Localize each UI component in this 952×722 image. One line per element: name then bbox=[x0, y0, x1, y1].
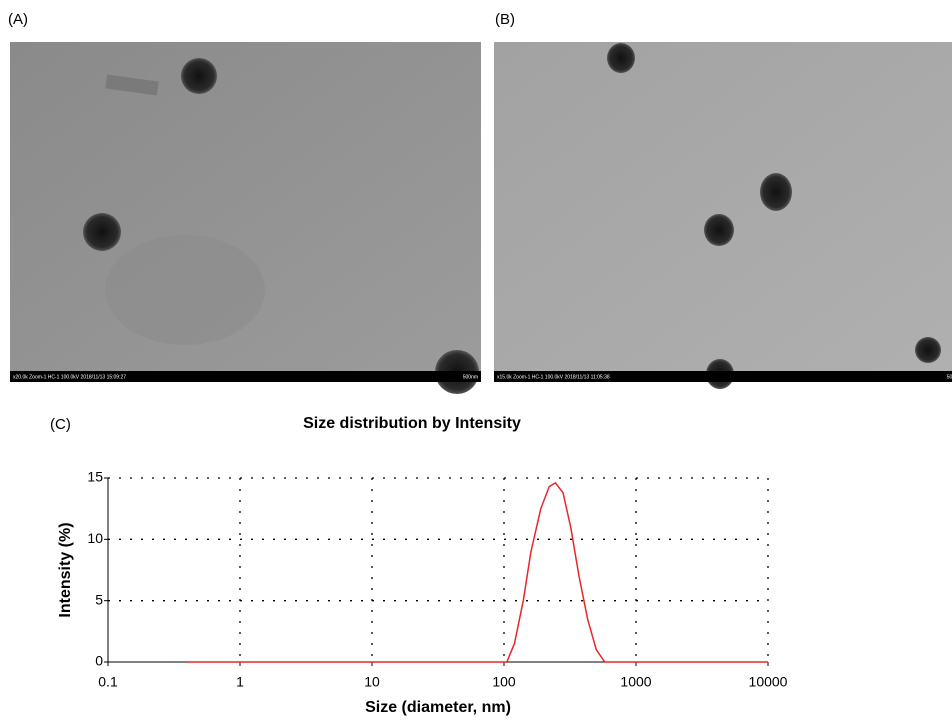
x-tick-label: 1 bbox=[236, 674, 244, 690]
particle bbox=[915, 337, 941, 363]
image-caption: x20.0k Zoom-1 HC-1 100.0kV 2018/11/13 15… bbox=[13, 374, 126, 380]
particle bbox=[760, 173, 792, 211]
plot-area: 0 5 10 15 0.1 1 10 100 1000 10000 bbox=[87, 469, 787, 690]
x-axis-label: Size (diameter, nm) bbox=[365, 699, 511, 716]
x-tick-label: 10 bbox=[364, 674, 380, 690]
x-tick-label: 1000 bbox=[620, 674, 651, 690]
artifact bbox=[105, 74, 159, 96]
particle bbox=[83, 213, 121, 251]
chart-title: Size distribution by Intensity bbox=[303, 415, 521, 432]
y-tick-label: 15 bbox=[87, 469, 103, 485]
info-bar bbox=[10, 371, 481, 382]
y-tick-label: 10 bbox=[87, 530, 103, 546]
particle bbox=[704, 214, 734, 246]
tem-image bbox=[494, 42, 952, 382]
panel-label: (A) bbox=[8, 11, 28, 28]
y-axis-label: Intensity (%) bbox=[57, 522, 74, 617]
scale-label: 500nm bbox=[947, 374, 952, 380]
particle bbox=[181, 58, 217, 94]
panel-label: (B) bbox=[495, 11, 515, 28]
y-tick-label: 5 bbox=[95, 591, 103, 607]
info-bar bbox=[494, 371, 952, 382]
y-tick-label: 0 bbox=[95, 653, 103, 669]
data-line bbox=[187, 481, 768, 663]
x-tick-label: 10000 bbox=[749, 674, 788, 690]
image-caption: x15.0k Zoom-1 HC-1 100.0kV 2018/11/13 11… bbox=[497, 374, 610, 380]
x-tick-label: 0.1 bbox=[98, 674, 118, 690]
particle bbox=[607, 43, 635, 73]
tem-image bbox=[10, 42, 481, 382]
artifact bbox=[105, 235, 265, 345]
scale-label: 500nm bbox=[463, 374, 478, 380]
panel-label: (C) bbox=[50, 416, 71, 433]
x-tick-label: 100 bbox=[492, 674, 516, 690]
